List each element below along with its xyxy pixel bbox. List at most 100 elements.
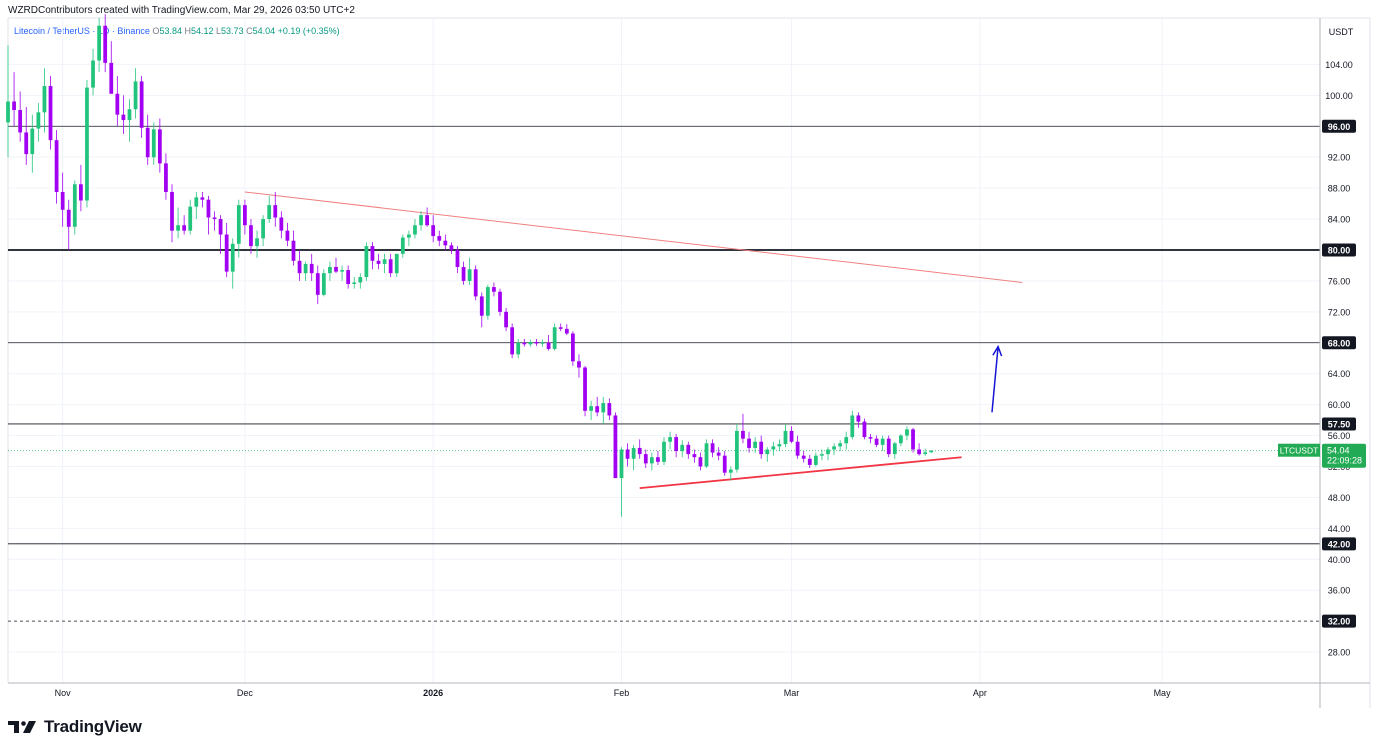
- legend-symbol[interactable]: Litecoin / TetherUS · 1D · Binance: [14, 26, 150, 36]
- price-tick-label: 56.00: [1328, 431, 1351, 441]
- resistance-trendline: [244, 191, 1023, 283]
- price-tick-label: 40.00: [1328, 555, 1351, 565]
- price-tick-label: 88.00: [1328, 184, 1351, 194]
- candle-body: [783, 430, 788, 445]
- level-price-tag: [1322, 537, 1356, 551]
- time-tick-label: 2026: [423, 688, 443, 698]
- candle-body: [236, 205, 241, 244]
- candle-body: [443, 240, 448, 246]
- tradingview-logo[interactable]: TradingView: [8, 716, 142, 738]
- candle-body: [425, 215, 429, 226]
- symbol-price-tag: [1278, 443, 1320, 457]
- candle-body: [133, 81, 138, 110]
- candle-body: [42, 86, 47, 113]
- candle-body: [722, 455, 727, 473]
- legend-close: 54.04: [252, 26, 276, 36]
- candle-body: [30, 128, 35, 155]
- candle-body: [376, 260, 381, 264]
- level-price-tag: [1322, 336, 1356, 350]
- time-tick-label: Feb: [614, 688, 630, 698]
- candle-body: [255, 238, 259, 247]
- level-price-tag-label: 42.00: [1328, 539, 1351, 549]
- candle-body: [886, 438, 891, 455]
- legend-low-label: L: [216, 26, 222, 36]
- candle-body: [170, 191, 174, 231]
- candle-body: [510, 327, 515, 355]
- candle-body: [844, 437, 849, 444]
- candle-body: [522, 342, 527, 345]
- arrow-head: [992, 344, 1003, 357]
- candle-body: [747, 438, 751, 448]
- candle-body: [546, 342, 551, 349]
- candle-body: [364, 246, 369, 278]
- chart-grid: [7, 17, 1370, 683]
- candle-body: [407, 234, 411, 238]
- countdown-value: 22:09:28: [1327, 456, 1362, 466]
- candle-body: [771, 446, 776, 450]
- legend-high-label: H: [184, 26, 191, 36]
- candle-body: [789, 430, 794, 442]
- candle-body: [328, 266, 332, 274]
- candle-body: [18, 110, 23, 133]
- candle-body: [200, 197, 205, 200]
- candle-body: [710, 443, 715, 453]
- candle-body: [340, 270, 344, 272]
- candle-body: [923, 452, 928, 455]
- candle-body: [127, 109, 132, 121]
- price-chart[interactable]: 104.00 100.00 92.00 88.00 84.00 76.00 72.00 64.…: [0, 0, 1375, 710]
- candle-body: [249, 225, 253, 247]
- last-price-tag: [1322, 443, 1366, 468]
- last-price-value: 54.04: [1327, 446, 1350, 456]
- candle-body: [826, 449, 830, 455]
- candle-body: [534, 341, 539, 344]
- candle-body: [680, 444, 685, 452]
- candle-body: [801, 455, 806, 459]
- candle-body: [577, 361, 581, 368]
- candle-body: [467, 269, 472, 281]
- candle-body: [437, 236, 442, 241]
- price-axis[interactable]: 104.00 100.00 92.00 88.00 84.00 76.00 72.00 64.…: [1278, 18, 1371, 708]
- candle-body: [157, 129, 162, 164]
- candle-body: [267, 205, 272, 220]
- candle-body: [400, 237, 405, 254]
- candle-body: [309, 263, 314, 274]
- trendlines[interactable]: [244, 191, 1023, 490]
- candle-body: [589, 406, 593, 411]
- candle-body: [285, 230, 290, 241]
- candle-body: [795, 441, 800, 456]
- time-tick-label: Mar: [784, 688, 800, 698]
- level-price-tag-label: 32.00: [1328, 617, 1351, 627]
- candle-body: [601, 403, 606, 413]
- candle-body: [188, 206, 193, 231]
- candle-body: [759, 441, 764, 455]
- candle-body: [674, 437, 679, 452]
- tradingview-logo-icon: [8, 721, 36, 733]
- candle-body: [607, 403, 612, 416]
- price-tick-label: 60.00: [1328, 400, 1351, 410]
- arrow-annotation[interactable]: [991, 344, 1003, 413]
- candle-body: [388, 259, 393, 274]
- time-axis[interactable]: Nov Dec 2026 Feb Mar Apr May: [8, 682, 1370, 698]
- tradingview-wordmark: TradingView: [44, 717, 142, 736]
- price-tick-label: 92.00: [1328, 153, 1351, 163]
- legend-open: 53.84: [159, 26, 182, 36]
- candle-body: [753, 441, 757, 448]
- candle-body: [431, 225, 436, 237]
- candle-body: [637, 447, 642, 455]
- support-trendline: [639, 456, 962, 490]
- candle-body: [892, 443, 897, 455]
- candle-body: [716, 452, 721, 456]
- candle-body: [243, 205, 247, 226]
- candle-body: [261, 219, 265, 239]
- candle-body: [850, 415, 855, 438]
- candle-body: [862, 421, 867, 438]
- candle-body: [212, 217, 217, 220]
- candle-body: [668, 437, 672, 442]
- candle-body: [48, 86, 53, 141]
- candle-body: [625, 449, 630, 459]
- level-price-tag-label: 68.00: [1328, 338, 1351, 348]
- candle-body: [79, 184, 83, 201]
- candle-body: [856, 415, 861, 422]
- chart-watermark-header: WZRDContributors created with TradingVie…: [8, 5, 355, 16]
- candle-body: [54, 140, 59, 192]
